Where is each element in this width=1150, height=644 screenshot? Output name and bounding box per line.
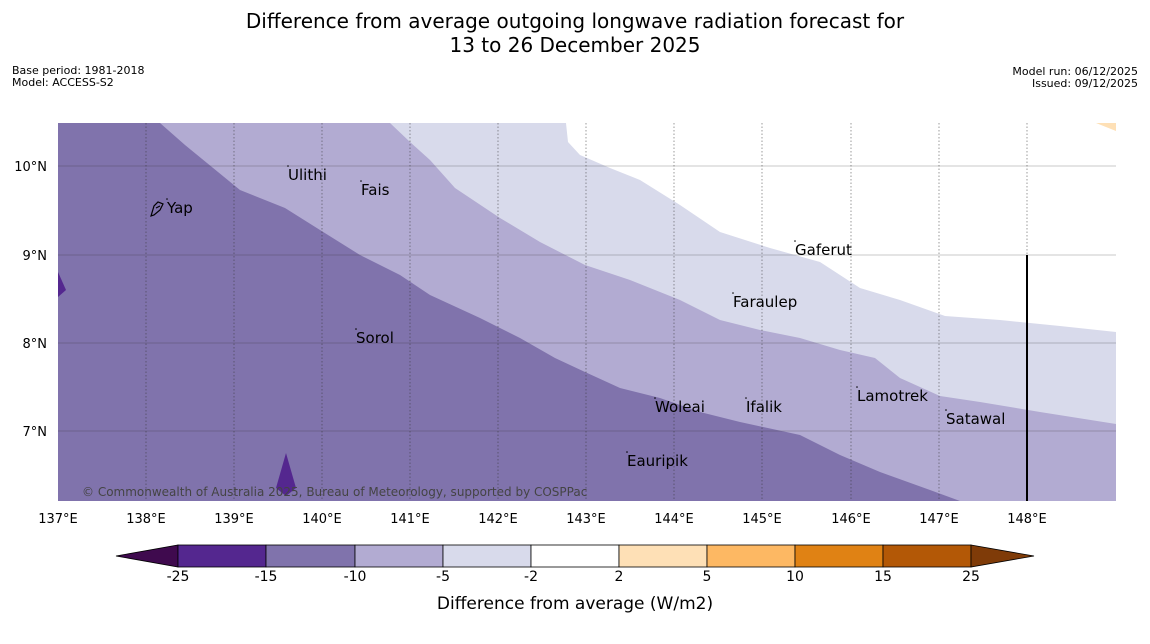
- lat-tick-label: 10°N: [14, 160, 47, 175]
- colorbar-tick-label: -15: [254, 569, 278, 585]
- lon-gridlines: [145, 123, 1028, 501]
- colorbar-segment: [354, 544, 444, 568]
- band-very-low-south: [276, 453, 296, 496]
- lon-tick-label: 145°E: [742, 512, 782, 527]
- colorbar-tick-label: 10: [786, 569, 804, 585]
- place-label: Fais: [361, 181, 390, 199]
- place-label: Woleai: [655, 398, 705, 416]
- colorbar-tick-label: -2: [524, 569, 538, 585]
- band-white: [566, 123, 1116, 332]
- place-marker: [360, 180, 362, 182]
- lon-tick-label: 137°E: [38, 512, 78, 527]
- place-label: Satawal: [946, 410, 1005, 428]
- place-label: Eauripik: [627, 452, 688, 470]
- meta-right: Model run: 06/12/2025 Issued: 09/12/2025: [1012, 66, 1138, 90]
- chart-title-line1: Difference from average outgoing longwav…: [245, 9, 905, 33]
- place-marker: [794, 240, 796, 242]
- place-marker: [166, 198, 168, 200]
- model-run: Model run: 06/12/2025: [1012, 65, 1138, 78]
- colorbar-tick-label: -5: [436, 569, 450, 585]
- place-label: Ifalik: [746, 398, 782, 416]
- place-label: Sorol: [356, 329, 394, 347]
- place-marker: [732, 292, 734, 294]
- place-label: Gaferut: [795, 241, 852, 259]
- band-orange: [1096, 123, 1116, 131]
- place-marker: [287, 165, 289, 167]
- place-marker: [745, 397, 747, 399]
- model-name: Model: ACCESS-S2: [12, 76, 114, 89]
- lon-tick-label: 140°E: [302, 512, 342, 527]
- colorbar-tick-label: 25: [962, 569, 980, 585]
- colorbar-segment: [618, 544, 708, 568]
- colorbar-tick-label: 5: [702, 569, 712, 585]
- place-labels: Yap Ulithi Fais Gaferut Faraulep Sorol Lamotre…: [166, 165, 1005, 470]
- lat-tick-label: 7°N: [23, 425, 48, 440]
- place-label: Ulithi: [288, 166, 327, 184]
- lon-tick-label: 139°E: [214, 512, 254, 527]
- place-marker: [945, 409, 947, 411]
- colorbar-tick-label: 15: [874, 569, 892, 585]
- colorbar-segment: [794, 544, 884, 568]
- colorbar-segment: [706, 544, 796, 568]
- place-label: Yap: [166, 199, 193, 217]
- colorbar-tick-label: -25: [166, 569, 190, 585]
- copyright-text: © Commonwealth of Australia 2025, Bureau…: [82, 485, 587, 499]
- place-marker: [856, 386, 858, 388]
- colorbar-tick-label: -10: [343, 569, 367, 585]
- lat-tick-label: 8°N: [23, 337, 48, 352]
- meta-left: Base period: 1981-2018 Model: ACCESS-S2: [12, 65, 144, 89]
- colorbar-tick-label: 2: [614, 569, 624, 585]
- place-marker: [355, 328, 357, 330]
- lon-tick-labels: 137°E 138°E 139°E 140°E 141°E 142°E 143°E 144°E…: [38, 512, 1047, 527]
- colorbar-label: Difference from average (W/m2): [436, 594, 714, 614]
- band-very-low-west: [58, 272, 66, 297]
- lon-tick-label: 142°E: [478, 512, 518, 527]
- yap-island-shape: [150, 201, 164, 217]
- chart-title-line2: 13 to 26 December 2025: [449, 33, 701, 57]
- colorbar-arrow-low: [115, 544, 179, 568]
- place-marker: [654, 397, 656, 399]
- colorbar: [115, 544, 1035, 568]
- lon-tick-label: 143°E: [566, 512, 606, 527]
- colorbar-segment: [530, 544, 620, 568]
- lon-tick-label: 146°E: [831, 512, 871, 527]
- colorbar-segment: [442, 544, 532, 568]
- base-period: Base period: 1981-2018: [12, 64, 145, 77]
- lat-tick-labels: 10°N 9°N 8°N 7°N: [14, 160, 47, 440]
- map-area: Yap Ulithi Fais Gaferut Faraulep Sorol Lamotre…: [58, 123, 1116, 501]
- lon-tick-label: 147°E: [919, 512, 959, 527]
- place-marker: [626, 451, 628, 453]
- issued-date: Issued: 09/12/2025: [1031, 77, 1138, 90]
- colorbar-segment: [177, 544, 267, 568]
- lat-gridlines: [58, 165, 1116, 432]
- lon-tick-label: 148°E: [1007, 512, 1047, 527]
- lon-tick-label: 144°E: [654, 512, 694, 527]
- place-label: Faraulep: [733, 293, 797, 311]
- colorbar-arrow-high: [970, 544, 1035, 568]
- lon-tick-label: 138°E: [126, 512, 166, 527]
- colorbar-segment: [882, 544, 972, 568]
- lat-tick-label: 9°N: [23, 249, 48, 264]
- colorbar-segment: [265, 544, 356, 568]
- place-label: Lamotrek: [857, 387, 928, 405]
- lon-tick-label: 141°E: [390, 512, 430, 527]
